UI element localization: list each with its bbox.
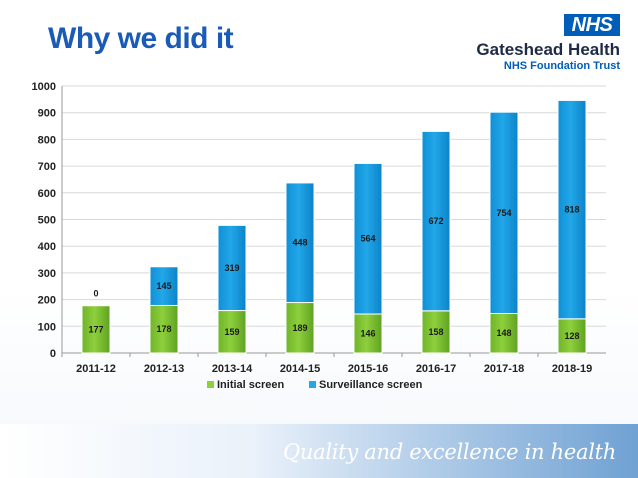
legend-swatch-1 (309, 381, 316, 388)
data-label-initial: 128 (564, 331, 579, 341)
y-tick-label: 400 (38, 241, 56, 253)
bar-surveillance-2015-16 (353, 162, 383, 315)
x-tick-label: 2018-19 (552, 363, 592, 375)
x-tick-label: 2011-12 (76, 363, 116, 375)
bar-surveillance-2012-13 (149, 266, 179, 306)
y-tick-label: 600 (38, 188, 56, 200)
data-label-initial: 178 (156, 324, 171, 334)
y-tick-label: 0 (50, 348, 56, 360)
bar-surveillance-2014-15 (285, 182, 315, 304)
y-tick-label: 100 (38, 321, 56, 333)
x-tick-label: 2016-17 (416, 363, 456, 375)
nhs-logo: NHS (564, 14, 620, 36)
data-label-initial: 177 (88, 324, 103, 334)
y-tick-label: 300 (38, 268, 56, 280)
legend-label-1: Surveillance screen (319, 379, 423, 391)
y-tick-label: 500 (38, 215, 56, 227)
data-label-initial: 146 (360, 329, 375, 339)
page-title: Why we did it (48, 22, 234, 55)
x-tick-label: 2014-15 (280, 363, 320, 375)
data-label-surveillance: 672 (428, 216, 443, 226)
data-label-initial: 189 (292, 323, 307, 333)
bar-initial-2011-12 (81, 305, 111, 354)
y-tick-label: 800 (38, 134, 56, 146)
y-tick-label: 200 (38, 295, 56, 307)
footer-tagline: Quality and excellence in health (282, 440, 616, 464)
data-label-surveillance: 319 (224, 263, 239, 273)
bar-initial-2017-18 (489, 312, 519, 354)
data-label-surveillance: 448 (292, 238, 307, 248)
y-tick-label: 1000 (32, 81, 56, 93)
bar-surveillance-2013-14 (217, 224, 247, 312)
bar-surveillance-2018-19 (557, 99, 587, 320)
legend-swatch-0 (207, 381, 214, 388)
data-label-surveillance: 564 (360, 234, 375, 244)
data-label-surveillance: 145 (156, 281, 171, 291)
organisation-name: Gateshead Health NHS Foundation Trust (476, 40, 620, 73)
bar-surveillance-2017-18 (489, 111, 519, 314)
data-label-surveillance: 818 (564, 205, 579, 215)
footer-band: Quality and excellence in health (0, 424, 638, 478)
x-tick-label: 2017-18 (484, 363, 524, 375)
data-label-initial: 158 (428, 327, 443, 337)
data-label-surveillance: 0 (93, 289, 98, 299)
bar-initial-2012-13 (149, 304, 179, 354)
bar-initial-2016-17 (421, 310, 451, 354)
x-tick-label: 2012-13 (144, 363, 184, 375)
org-subtitle: NHS Foundation Trust (503, 60, 620, 72)
x-tick-label: 2015-16 (348, 363, 388, 375)
y-tick-label: 700 (38, 161, 56, 173)
bar-initial-2015-16 (353, 313, 383, 354)
bar-initial-2018-19 (557, 318, 587, 354)
data-label-initial: 148 (496, 328, 511, 338)
data-label-surveillance: 754 (496, 208, 511, 218)
legend-label-0: Initial screen (217, 379, 285, 391)
data-label-initial: 159 (224, 327, 239, 337)
y-tick-label: 900 (38, 108, 56, 120)
bar-initial-2013-14 (217, 310, 247, 354)
bar-surveillance-2016-17 (421, 130, 451, 312)
x-tick-label: 2013-14 (212, 363, 253, 375)
org-name: Gateshead Health (476, 40, 620, 59)
